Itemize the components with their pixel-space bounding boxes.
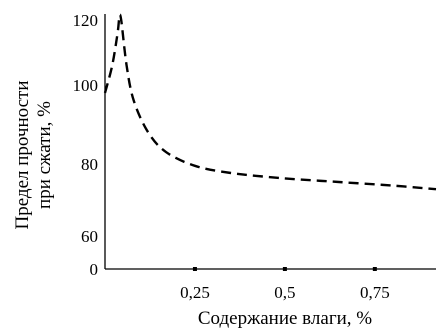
x-tick-mark <box>192 267 197 271</box>
x-axis-label: Содержание влаги, % <box>198 308 372 329</box>
y-axis-label-line-2: при сжати, % <box>34 101 55 209</box>
x-tick-label: 0,75 <box>360 283 390 302</box>
x-tick-mark <box>282 267 287 271</box>
y-tick-label: 60 <box>81 227 98 246</box>
axes <box>104 14 436 270</box>
x-tick-labels: 0,25 0,5 0,75 <box>180 267 390 302</box>
y-tick-label: 120 <box>73 11 99 30</box>
y-axis-label-line-1: Предел прочности <box>12 80 33 229</box>
series-line <box>103 13 437 191</box>
x-tick-mark <box>372 267 377 271</box>
x-tick-label: 0,25 <box>180 283 210 302</box>
y-tick-labels: 0 60 80 100 120 <box>73 11 99 279</box>
y-tick-label: 100 <box>73 76 99 95</box>
x-tick-label: 0,5 <box>274 283 295 302</box>
y-tick-label: 80 <box>81 155 98 174</box>
y-tick-label: 0 <box>90 260 99 279</box>
